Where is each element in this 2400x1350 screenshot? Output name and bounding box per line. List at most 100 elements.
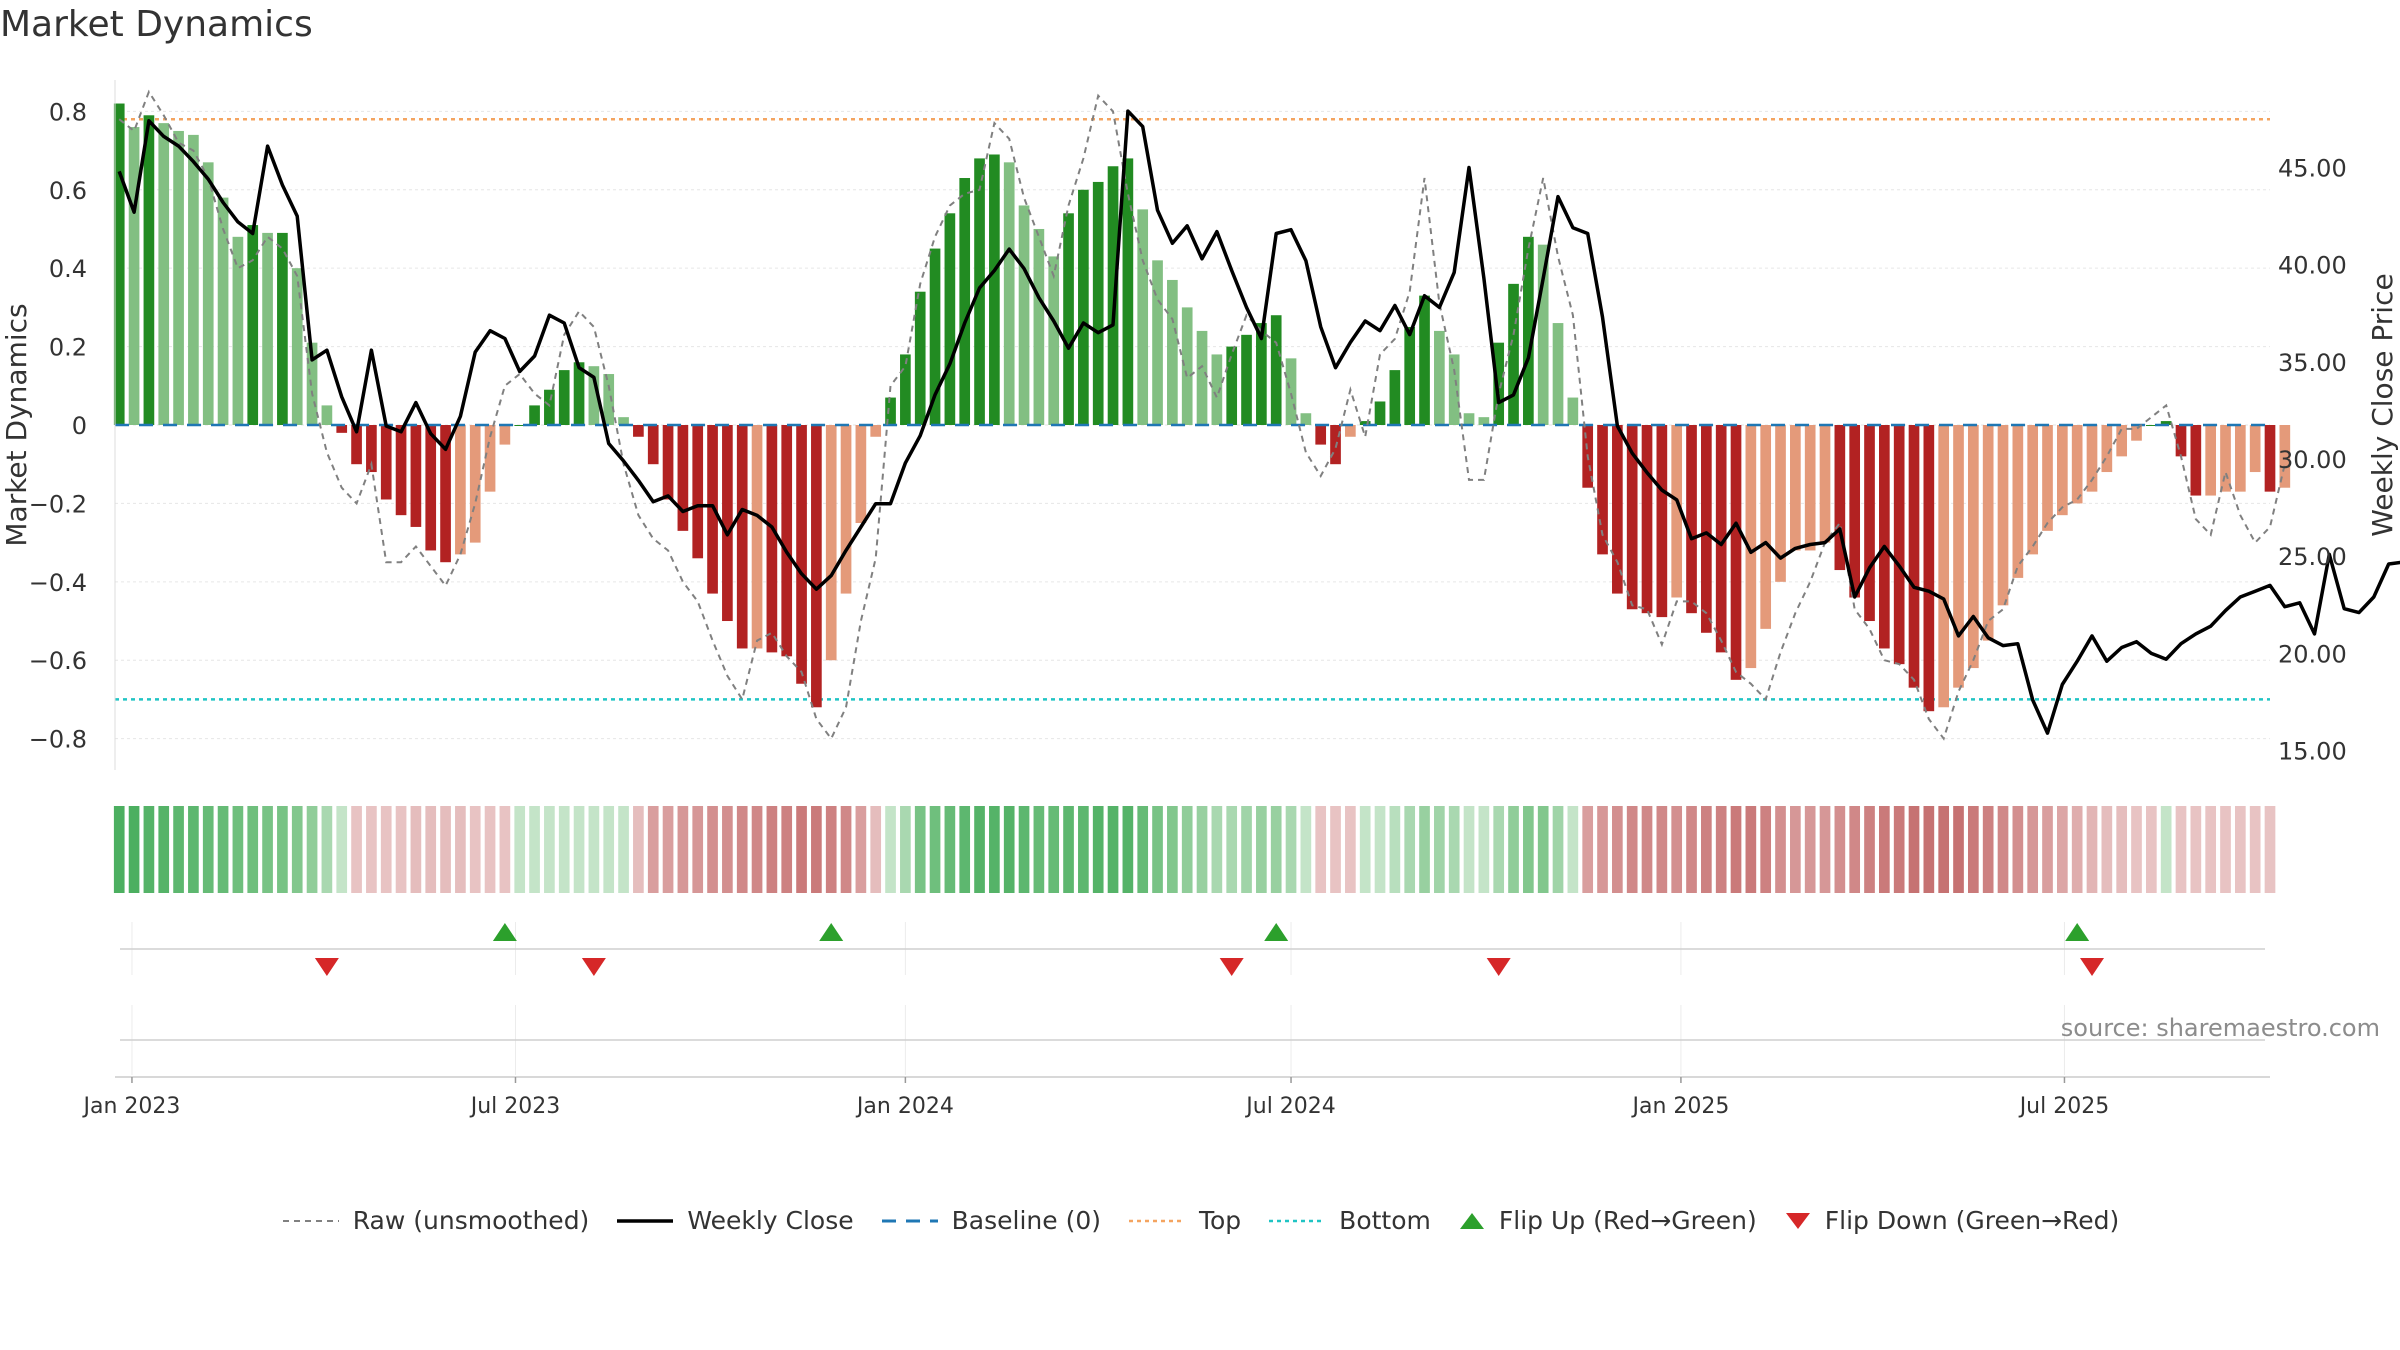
strip-cell — [1760, 806, 1772, 893]
strip-cell — [188, 806, 199, 893]
strip-cell — [707, 806, 718, 893]
legend-label-bottom: Bottom — [1339, 1206, 1431, 1235]
right-tick-label: 25.00 — [2278, 543, 2347, 571]
legend-swatch-top — [1128, 1219, 1185, 1222]
strip-cell — [1196, 806, 1208, 893]
strip-cell — [2175, 806, 2187, 893]
dynamics-bar — [840, 425, 852, 594]
strip-cell — [633, 806, 644, 893]
dynamics-bar — [588, 366, 600, 425]
strip-cell — [677, 806, 689, 893]
dynamics-bar — [1033, 228, 1045, 425]
strip-cell — [692, 806, 704, 893]
dynamics-bar — [855, 425, 867, 524]
left-tick-label: 0 — [72, 412, 87, 440]
strip-cell — [1790, 806, 1801, 893]
strip-cell — [1997, 806, 2009, 893]
strip-cell — [1285, 806, 1297, 893]
dynamics-bar — [1256, 323, 1267, 425]
dynamics-bar — [677, 425, 689, 531]
strip-cell — [2027, 806, 2039, 893]
strip-cell — [1730, 806, 1742, 893]
dynamics-bar — [766, 425, 778, 653]
strip-cell — [2249, 806, 2261, 893]
strip-cell — [1968, 806, 1979, 893]
strip-cell — [380, 806, 392, 893]
left-tick-label: 0.8 — [49, 98, 87, 126]
flip-down-marker — [2080, 958, 2105, 976]
strip-cell — [1359, 806, 1371, 893]
strip-cell — [1745, 806, 1757, 893]
dynamics-bar — [1790, 425, 1801, 551]
strip-cell — [173, 806, 184, 893]
strip-cell — [989, 806, 1000, 893]
dynamics-bar — [1893, 425, 1905, 665]
legend-item-raw: Raw (unsmoothed) — [281, 1206, 589, 1235]
dynamics-bar — [2116, 425, 2128, 457]
level-lines — [115, 117, 2270, 701]
x-tick-label: Jul 2023 — [469, 1094, 561, 1119]
dynamics-bar — [796, 425, 807, 684]
left-tick-label: −0.8 — [29, 726, 87, 754]
dynamics-bar — [870, 425, 882, 437]
dynamics-bar — [1270, 315, 1282, 425]
flip-up-marker — [492, 923, 517, 941]
dynamics-bar — [1968, 425, 1979, 669]
dynamics-bar — [2175, 425, 2187, 457]
strip-cell — [1152, 806, 1163, 893]
y-axis-label-left: Market Dynamics — [0, 303, 33, 546]
x-axis: Jan 2023 Jul 2023 Jan 2024 Jul 2024 Jan 2025… — [81, 1076, 2270, 1119]
strip-cell — [291, 806, 303, 893]
flip-up-marker — [1264, 923, 1289, 941]
strip-cell — [2012, 806, 2024, 893]
legend-label-top: Top — [1198, 1206, 1242, 1235]
dynamics-bar — [1493, 342, 1505, 425]
dynamics-bar — [1908, 425, 1920, 688]
strip-cell — [1078, 806, 1089, 893]
dynamics-bar — [455, 425, 466, 555]
dynamics-bar — [1063, 213, 1074, 425]
strip-cell — [1671, 806, 1683, 893]
left-tick-label: −0.6 — [29, 647, 87, 675]
strip-cell — [544, 806, 555, 893]
strip-cell — [1478, 806, 1490, 893]
strip-cell — [1849, 806, 1861, 893]
strip-cell — [336, 806, 348, 893]
dynamics-bar — [232, 236, 244, 425]
strip-cell — [425, 806, 437, 893]
flip-down-marker — [1219, 958, 1244, 976]
strip-cell — [855, 806, 867, 893]
dynamics-bar — [558, 370, 570, 425]
dynamics-bar — [321, 405, 333, 425]
dynamics-bar — [1597, 425, 1608, 555]
dynamics-bar — [529, 405, 540, 425]
strip-cell — [603, 806, 615, 893]
dynamics-bar — [1315, 425, 1327, 445]
dynamics-bar — [1656, 425, 1668, 618]
strip-cell — [796, 806, 807, 893]
strip-cell — [944, 806, 956, 893]
dynamics-bar — [395, 425, 407, 516]
strip-cell — [2264, 806, 2276, 893]
strip-cell — [1612, 806, 1623, 893]
dynamics-bar — [1137, 209, 1149, 425]
series-lines — [115, 89, 2400, 741]
x-tick-label: Jul 2024 — [1244, 1094, 1336, 1119]
dynamics-bar — [1434, 330, 1445, 425]
dynamics-bar — [1048, 256, 1060, 425]
flip-down-marker — [581, 958, 606, 976]
flip-down-icon — [1785, 1212, 1810, 1229]
dynamics-bar — [217, 197, 229, 425]
strip-cell — [1315, 806, 1327, 893]
dynamics-bar — [1018, 205, 1030, 425]
strip-cell — [825, 806, 837, 893]
dynamics-bar — [1701, 425, 1712, 633]
dynamics-bar — [380, 425, 392, 500]
strip-cell — [1537, 806, 1549, 893]
dynamics-bar — [811, 425, 822, 708]
left-tick-label: 0.6 — [49, 177, 87, 205]
dynamics-bar — [1404, 326, 1416, 425]
close-series-line — [117, 109, 2400, 735]
strip-cell — [514, 806, 526, 893]
